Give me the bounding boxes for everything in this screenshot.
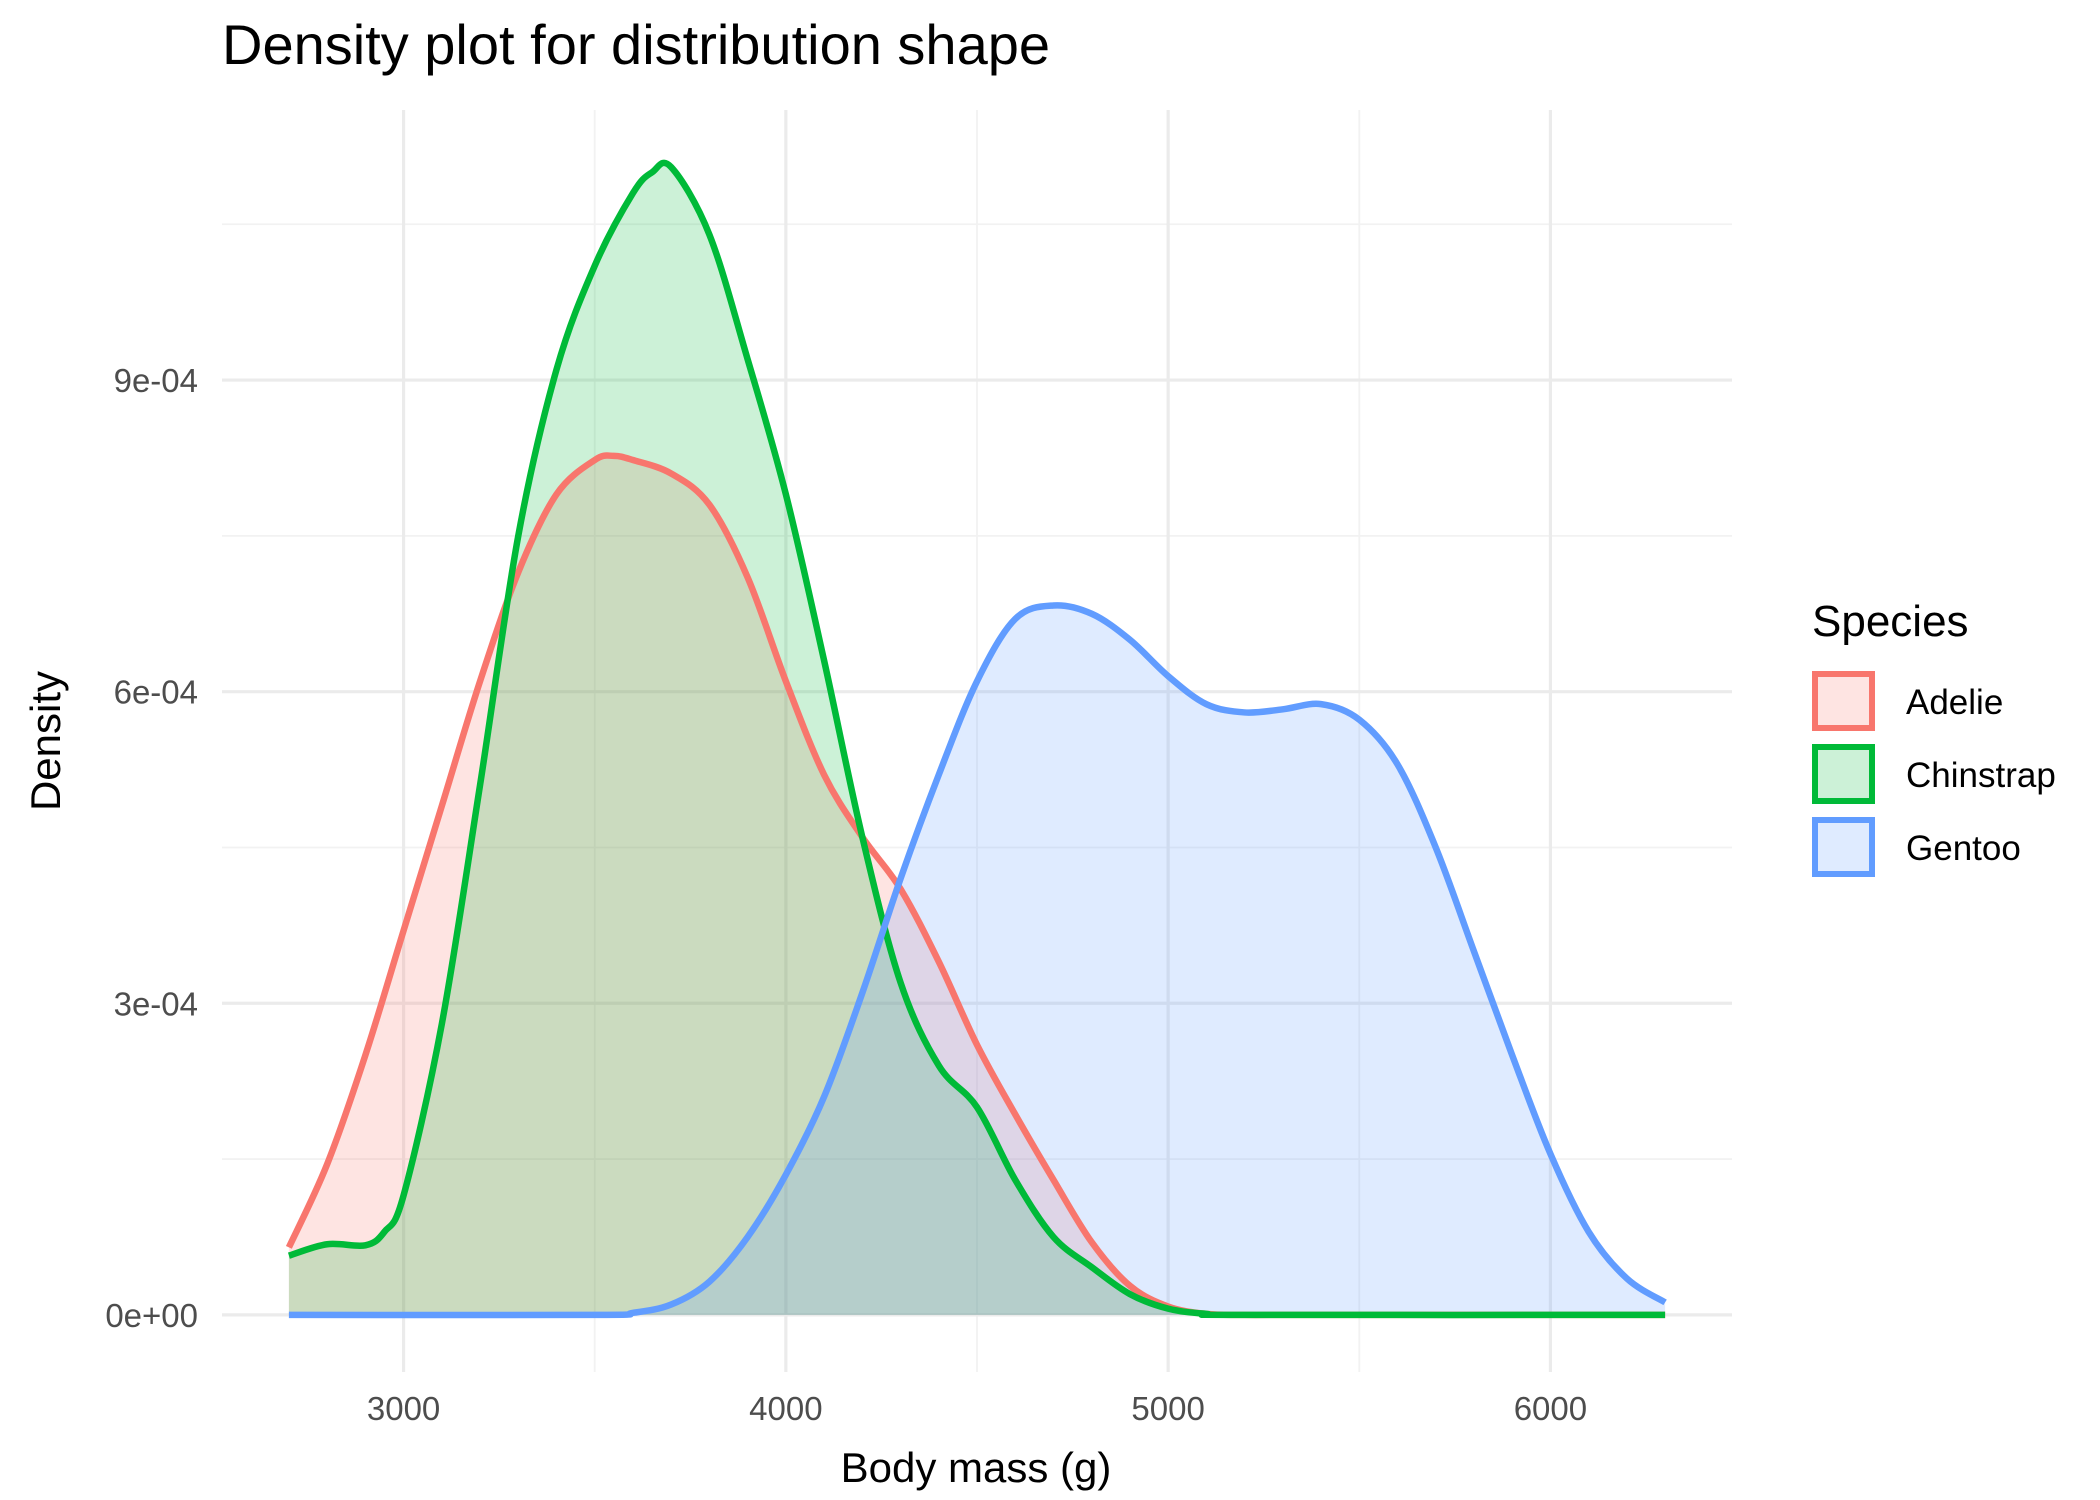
density-area-adelie xyxy=(288,455,1666,1315)
legend-label-adelie: Adelie xyxy=(1906,683,2003,722)
x-axis-ticks: 3000 4000 5000 6000 xyxy=(367,1390,1587,1427)
legend-label-gentoo: Gentoo xyxy=(1906,829,2021,868)
legend-key-bg xyxy=(1812,744,1875,804)
x-axis-title: Body mass (g) xyxy=(841,1444,1112,1491)
legend-label-chinstrap: Chinstrap xyxy=(1906,756,2056,795)
chart-title: Density plot for distribution shape xyxy=(222,13,1050,76)
x-tick-label: 6000 xyxy=(1514,1390,1587,1427)
legend: Species Adelie Chinstrap Gentoo xyxy=(1812,597,2056,877)
density-area-gentoo xyxy=(288,605,1666,1316)
legend-key-gentoo xyxy=(1812,817,1875,877)
y-tick-label: 3e-04 xyxy=(114,985,198,1022)
legend-key-adelie xyxy=(1812,671,1875,731)
legend-key-bg xyxy=(1812,671,1875,731)
legend-title: Species xyxy=(1812,597,1969,646)
density-line-chinstrap xyxy=(287,159,1666,1319)
density-lines xyxy=(285,159,1667,1319)
density-line-gentoo xyxy=(288,602,1667,1319)
y-tick-label: 6e-04 xyxy=(114,674,198,711)
y-tick-label: 9e-04 xyxy=(114,362,198,399)
x-tick-label: 4000 xyxy=(749,1390,822,1427)
x-tick-label: 5000 xyxy=(1131,1390,1204,1427)
density-area-chinstrap xyxy=(288,162,1666,1315)
legend-key-bg xyxy=(1812,817,1875,877)
y-tick-label: 0e+00 xyxy=(105,1297,198,1334)
y-axis-ticks: 0e+00 3e-04 6e-04 9e-04 xyxy=(105,362,198,1334)
density-areas xyxy=(288,162,1666,1316)
x-tick-label: 3000 xyxy=(367,1390,440,1427)
y-axis-title: Density xyxy=(22,671,69,811)
legend-key-chinstrap xyxy=(1812,744,1875,804)
plot-panel xyxy=(222,110,1732,1372)
